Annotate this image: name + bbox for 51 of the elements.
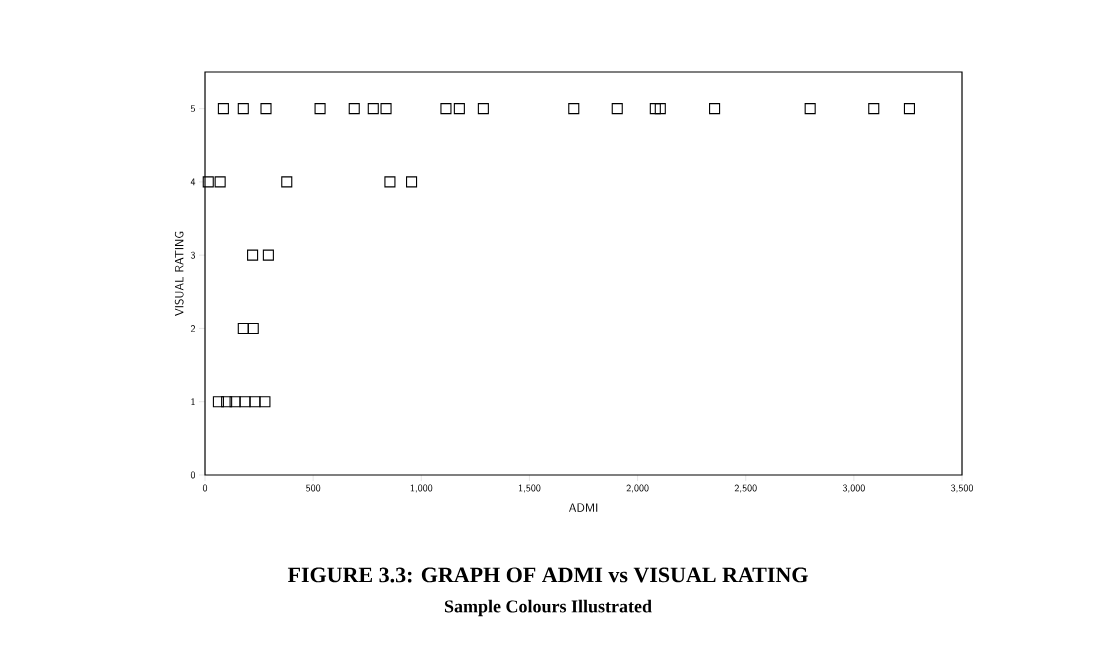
y-tick-label: 0 [190, 471, 196, 479]
point [259, 396, 271, 408]
y-tick-label: 3 [190, 251, 196, 259]
point [367, 103, 379, 115]
point [314, 103, 326, 115]
x-tick-label: 2,500 [734, 484, 757, 493]
point [247, 322, 259, 334]
x-tick-label: 3,500 [951, 484, 973, 493]
text: FIGURE 3.3: GRAPH OF ADMI vs VISUAL RATING [287, 567, 808, 583]
point [281, 176, 293, 188]
point [237, 322, 249, 334]
point [229, 396, 241, 408]
x-tick-label: 500 [306, 484, 321, 492]
point [654, 103, 666, 115]
point [239, 396, 251, 408]
point [804, 103, 816, 115]
point [384, 176, 396, 188]
y-tick-label: 5 [190, 105, 195, 113]
point [611, 103, 623, 115]
text: Sample Colours Illustrated [444, 599, 652, 617]
x-tick-label: 0 [202, 484, 208, 492]
point [237, 103, 249, 115]
point [212, 396, 224, 408]
x-axis-title: ADMI [569, 503, 598, 512]
point [221, 396, 233, 408]
point [260, 103, 272, 115]
y-tick-label: 4 [190, 178, 196, 186]
point [568, 103, 580, 115]
point [903, 103, 915, 115]
point [406, 176, 418, 188]
point [477, 103, 489, 115]
point [868, 103, 880, 115]
point [217, 103, 229, 115]
point [709, 103, 721, 115]
y-tick-label: 1 [191, 398, 195, 406]
point [348, 103, 360, 115]
x-tick-label: 3,000 [842, 484, 865, 493]
point [453, 103, 465, 115]
y-axis-title: VISUAL RATING [174, 231, 184, 316]
point [247, 249, 259, 261]
point [649, 103, 661, 115]
x-tick-label: 2,000 [626, 484, 649, 493]
point [214, 176, 226, 188]
y-tick-label: 2 [190, 325, 195, 332]
point [249, 396, 261, 408]
x-tick-label: 1,000 [410, 484, 433, 493]
point [202, 176, 214, 188]
point [440, 103, 452, 115]
point [380, 103, 392, 115]
point [262, 249, 274, 261]
x-tick-label: 1,500 [518, 484, 541, 493]
